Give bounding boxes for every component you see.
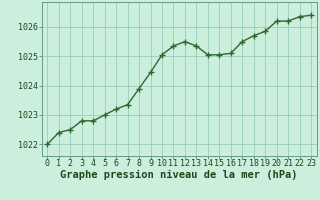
X-axis label: Graphe pression niveau de la mer (hPa): Graphe pression niveau de la mer (hPa) bbox=[60, 170, 298, 180]
